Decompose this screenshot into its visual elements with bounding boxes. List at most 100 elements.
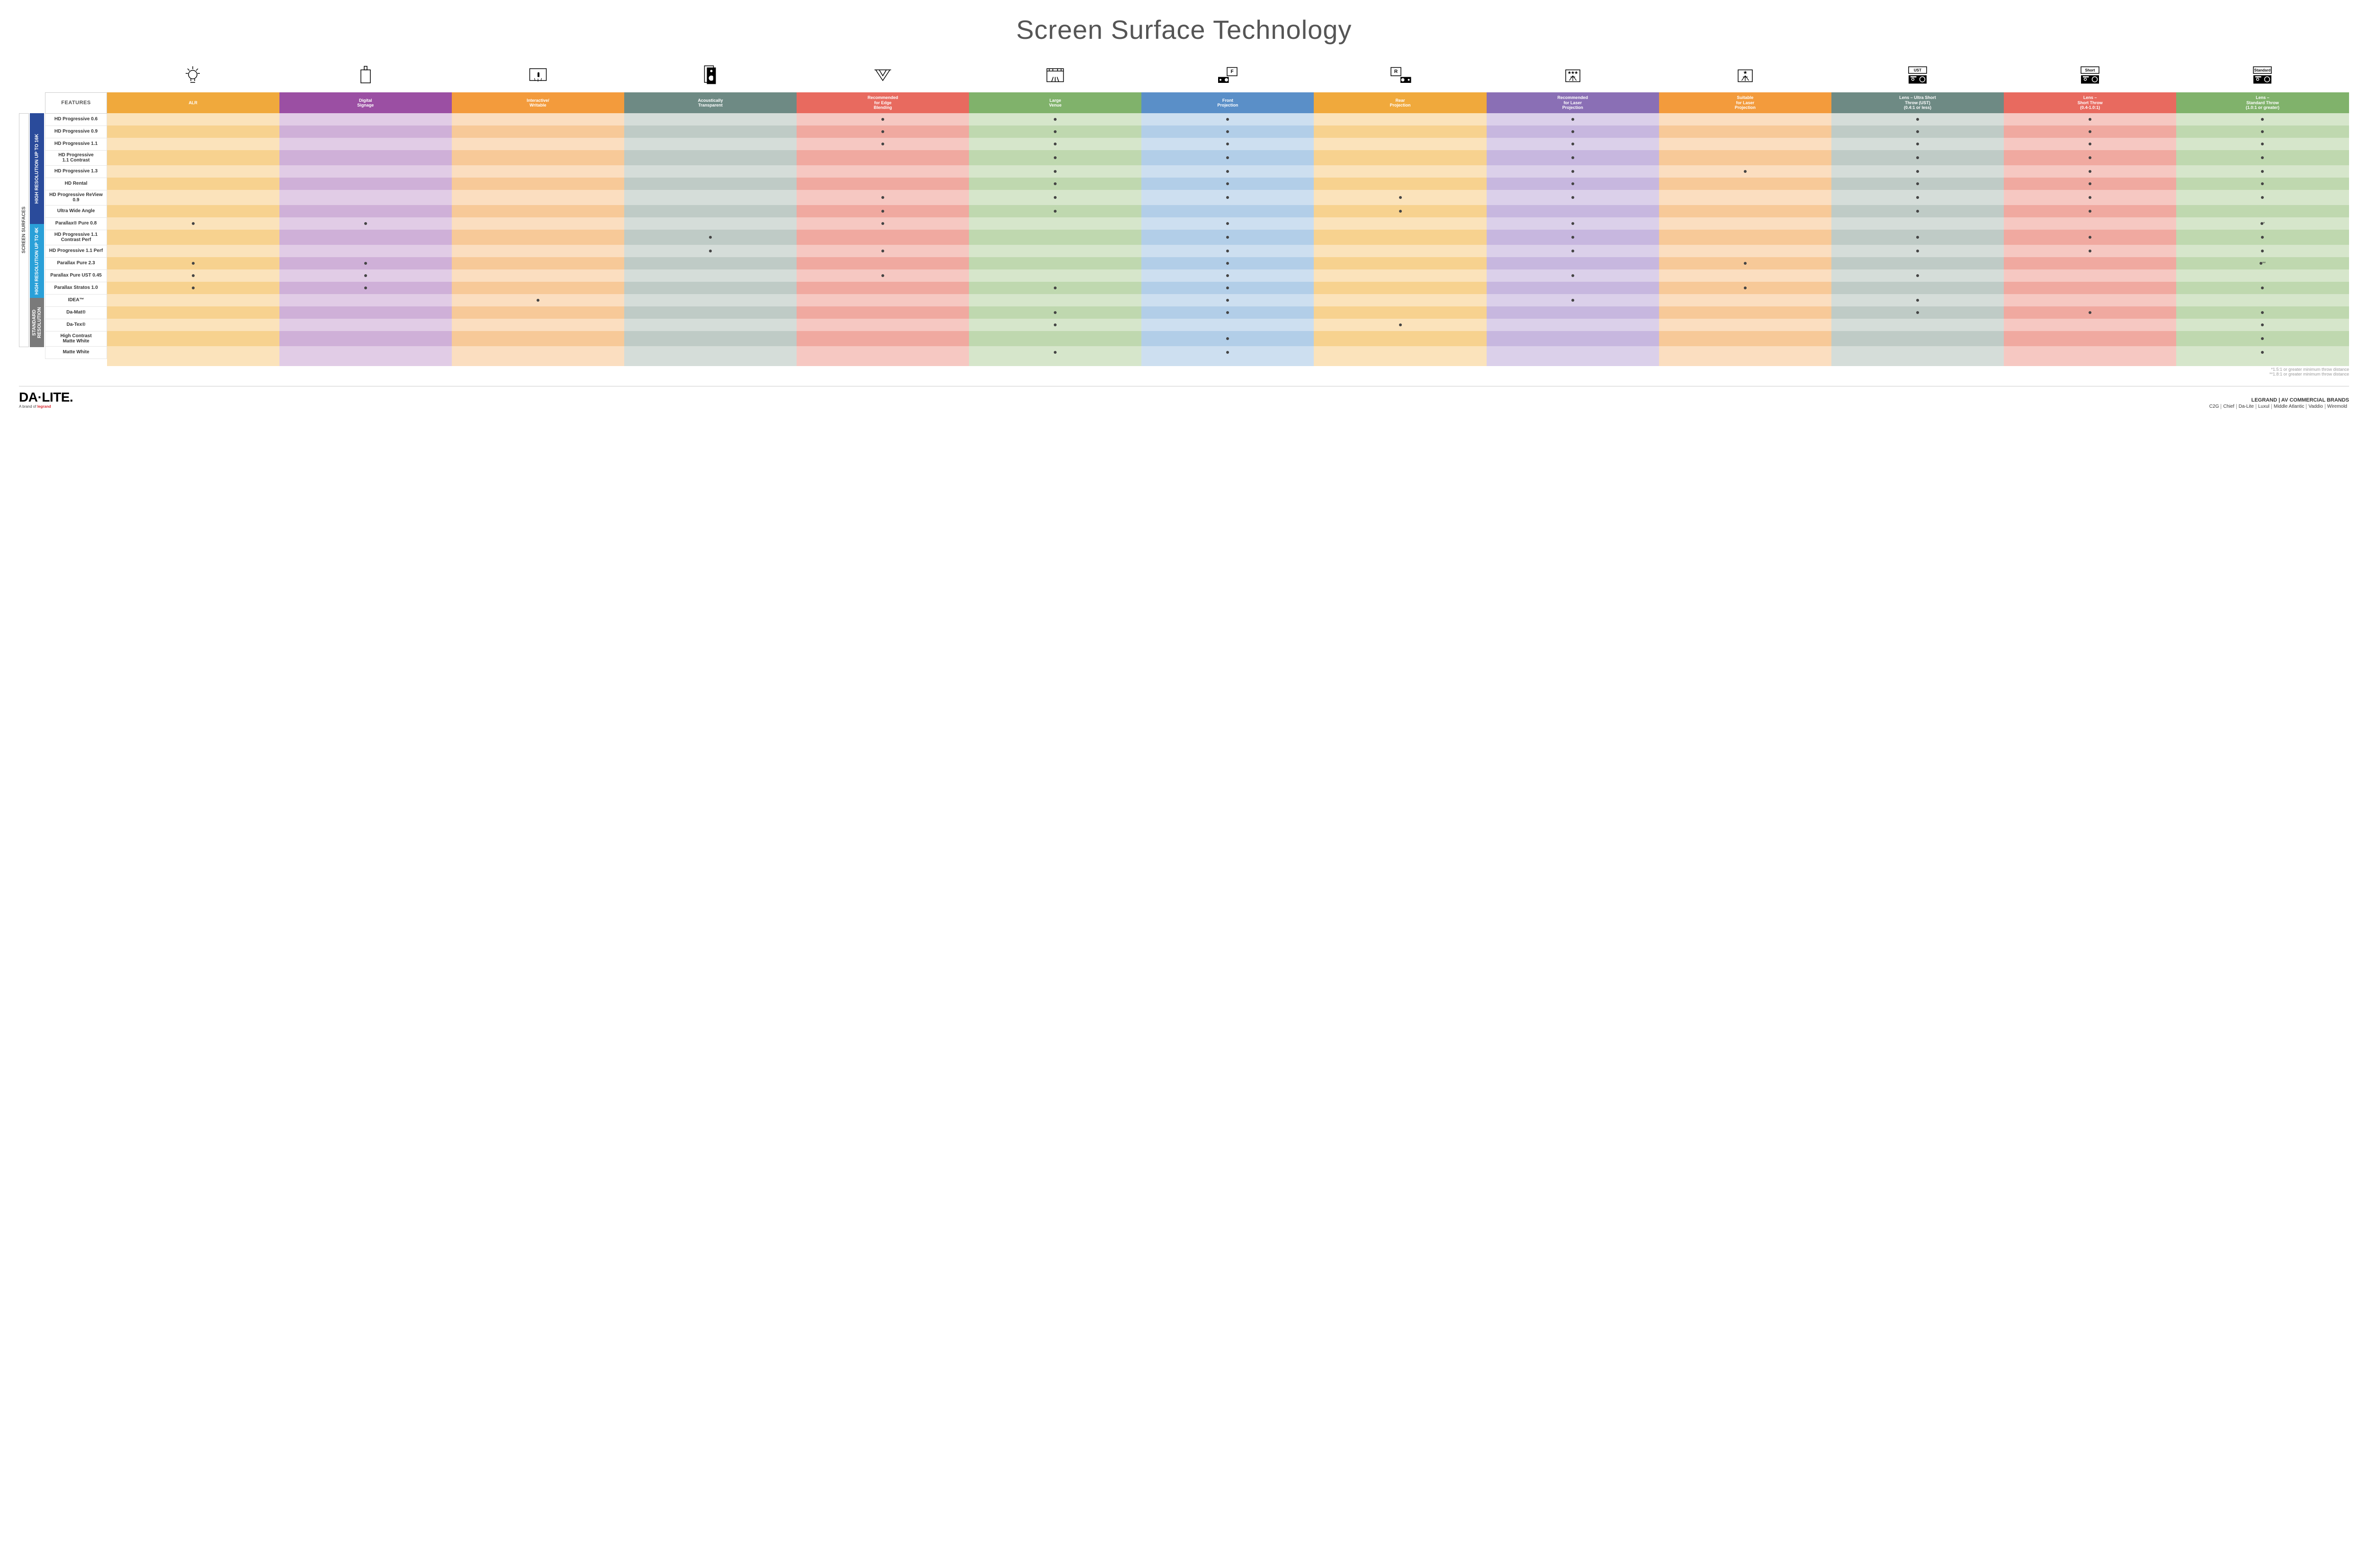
cell — [279, 257, 452, 269]
cell — [797, 306, 969, 319]
cell — [1659, 205, 1831, 217]
row-label: HD Progressive 1.1 — [45, 138, 107, 150]
cell — [107, 138, 279, 150]
table-row: Da-Mat® — [45, 306, 2349, 319]
cell — [279, 346, 452, 358]
cell — [2004, 245, 2176, 257]
table-row: Ultra Wide Angle — [45, 205, 2349, 217]
cell — [2176, 269, 2349, 282]
table-row: Matte White — [45, 346, 2349, 358]
cell — [624, 245, 797, 257]
cell — [797, 269, 969, 282]
row-label: IDEA™ — [45, 294, 107, 306]
column-header: Lens –Short Throw(0.4-1.0:1) — [2004, 92, 2176, 113]
cell — [624, 257, 797, 269]
cell — [1487, 205, 1659, 217]
cell — [1831, 257, 2004, 269]
brands-title: LEGRAND | AV COMMERCIAL BRANDS — [2207, 397, 2349, 403]
cell — [1831, 230, 2004, 245]
cell — [624, 306, 797, 319]
table-row: IDEA™ — [45, 294, 2349, 306]
cell — [1487, 294, 1659, 306]
cell — [797, 331, 969, 346]
row-label: HD Progressive 1.1 Perf — [45, 245, 107, 257]
footer: DA·LITE. A brand of legrand LEGRAND | AV… — [19, 386, 2349, 409]
cell — [1831, 294, 2004, 306]
cell — [969, 138, 1141, 150]
side-group-labels: HIGH RESOLUTION UP TO 16KHIGH RESOLUTION… — [30, 59, 44, 376]
cell — [2004, 178, 2176, 190]
column-header: Suitablefor LaserProjection — [1659, 92, 1831, 113]
cell — [1487, 150, 1659, 165]
logo-dalite: DA·LITE. — [19, 390, 73, 405]
cell — [797, 346, 969, 358]
table-row: Parallax Pure 2.3** — [45, 257, 2349, 269]
side-group: HIGH RESOLUTION UP TO 4K — [30, 224, 44, 298]
cell — [1487, 113, 1659, 125]
cell — [797, 125, 969, 138]
cell — [1487, 165, 1659, 178]
cell — [1141, 319, 1314, 331]
cell — [1314, 178, 1486, 190]
cell — [1831, 306, 2004, 319]
cell — [452, 205, 624, 217]
cell — [279, 230, 452, 245]
cell — [107, 190, 279, 205]
cell — [1831, 282, 2004, 294]
cell — [1314, 217, 1486, 230]
cell — [452, 113, 624, 125]
cell — [624, 113, 797, 125]
cell — [452, 230, 624, 245]
cell — [1314, 245, 1486, 257]
cell — [1831, 205, 2004, 217]
cell: * — [2176, 217, 2349, 230]
cell — [279, 294, 452, 306]
cell — [2176, 150, 2349, 165]
table-row: HD Progressive1.1 Contrast — [45, 150, 2349, 165]
cell — [1659, 125, 1831, 138]
cell — [2004, 230, 2176, 245]
cell — [1831, 125, 2004, 138]
column-icon-blend — [797, 59, 969, 92]
cell — [624, 319, 797, 331]
cell — [969, 319, 1141, 331]
cell — [1659, 150, 1831, 165]
cell — [279, 245, 452, 257]
column-icon-short: Short — [2004, 59, 2176, 92]
cell — [279, 306, 452, 319]
cell — [2004, 306, 2176, 319]
cell — [279, 125, 452, 138]
table-row: Parallax Pure UST 0.45 — [45, 269, 2349, 282]
comparison-table: FR★★★★USTShortStandardFEATURESALRDigital… — [45, 59, 2349, 366]
cell — [969, 230, 1141, 245]
cell — [2004, 257, 2176, 269]
cell — [1314, 113, 1486, 125]
cell — [452, 178, 624, 190]
cell — [1314, 150, 1486, 165]
cell — [1659, 217, 1831, 230]
cell — [969, 294, 1141, 306]
cell — [624, 346, 797, 358]
cell — [1659, 294, 1831, 306]
cell — [107, 346, 279, 358]
row-label: HD Progressive ReView 0.9 — [45, 190, 107, 205]
cell — [1314, 125, 1486, 138]
cell — [2176, 245, 2349, 257]
cell — [1487, 178, 1659, 190]
column-icon-bulb — [107, 59, 279, 92]
cell — [1141, 125, 1314, 138]
cell — [107, 205, 279, 217]
cell — [1141, 165, 1314, 178]
table-row: HD Progressive 0.9 — [45, 125, 2349, 138]
row-label: Ultra Wide Angle — [45, 205, 107, 217]
row-label: High ContrastMatte White — [45, 331, 107, 346]
column-header: Interactive/Writable — [452, 92, 624, 113]
cell — [797, 113, 969, 125]
cell — [279, 282, 452, 294]
cell — [107, 165, 279, 178]
cell — [2176, 282, 2349, 294]
cell — [452, 125, 624, 138]
cell — [969, 165, 1141, 178]
table-row: HD Progressive 1.3 — [45, 165, 2349, 178]
cell — [1659, 306, 1831, 319]
